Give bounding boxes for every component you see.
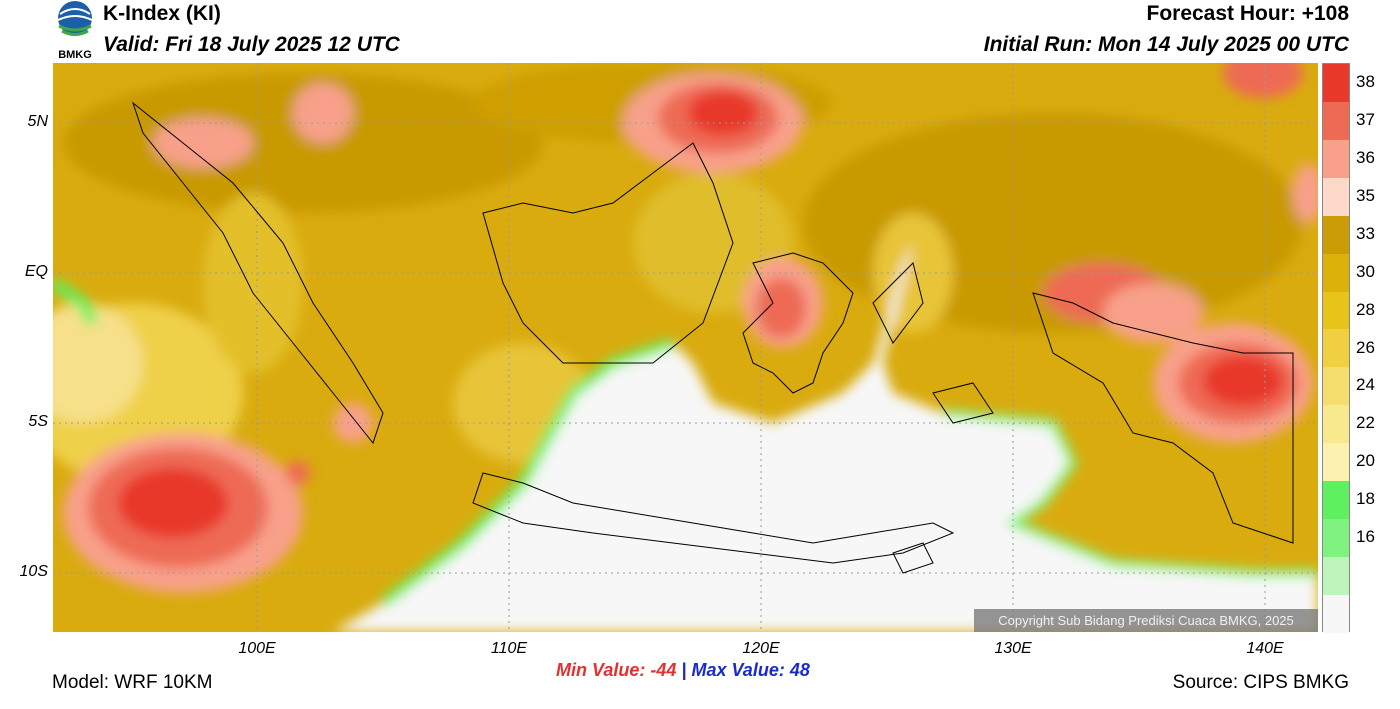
lat-label: 10S xyxy=(19,563,48,580)
lon-label: 110E xyxy=(490,640,528,657)
colorbar-swatch xyxy=(1323,367,1349,406)
forecast-hour: Forecast Hour: +108 xyxy=(1146,2,1350,25)
low-value-region xyxy=(333,243,1318,632)
colorbar-swatch xyxy=(1323,101,1349,140)
colorbar-label: 33 xyxy=(1356,223,1375,243)
min-value: -44 xyxy=(650,660,677,680)
colorbar-swatch xyxy=(1323,215,1349,254)
colorbar-label: 30 xyxy=(1356,261,1375,281)
bmkg-logo-icon: BMKG xyxy=(57,1,93,60)
colorbar-label: 24 xyxy=(1356,375,1375,395)
colorbar-label: 26 xyxy=(1356,337,1375,357)
separator: | xyxy=(681,660,687,680)
colorbar-swatch xyxy=(1323,64,1349,102)
source-label: Source: CIPS BMKG xyxy=(1172,672,1349,693)
model-label: Model: WRF 10KM xyxy=(52,672,213,693)
colorbar-swatch xyxy=(1323,329,1349,368)
colorbar-swatch xyxy=(1323,443,1349,482)
colorbar-swatch xyxy=(1323,405,1349,444)
colorbar-label: 37 xyxy=(1356,109,1375,129)
colorbar-swatch xyxy=(1323,481,1349,520)
colorbar-swatch xyxy=(1323,556,1349,595)
initial-run: Initial Run: Mon 14 July 2025 00 UTC xyxy=(983,33,1349,56)
colorbar-swatch xyxy=(1323,253,1349,292)
chart-title: K-Index (KI) xyxy=(103,2,221,25)
min-label: Min Value: xyxy=(556,660,646,680)
min-max-line: Min Value: -44 | Max Value: 48 xyxy=(556,660,810,681)
colorbar-label: 28 xyxy=(1356,299,1375,319)
colorbar-label: 22 xyxy=(1356,413,1375,433)
colorbar-swatch xyxy=(1323,139,1349,178)
lat-label: EQ xyxy=(24,263,48,280)
lon-label: 130E xyxy=(994,640,1032,657)
coastlines xyxy=(131,101,1294,574)
k-index-map xyxy=(53,63,1318,632)
lon-label: 140E xyxy=(1246,640,1284,657)
lon-label: 120E xyxy=(742,640,780,657)
lat-label: 5N xyxy=(27,113,48,130)
k-index-field xyxy=(53,63,1318,632)
colorbar-swatch xyxy=(1323,594,1349,633)
colorbar-label: 38 xyxy=(1356,71,1375,91)
colorbar-swatch xyxy=(1323,291,1349,330)
colorbar-swatch xyxy=(1323,177,1349,216)
colorbar-swatch xyxy=(1323,519,1349,557)
colorbar-label: 36 xyxy=(1356,147,1375,167)
max-value: 48 xyxy=(789,660,810,680)
max-label: Max Value: xyxy=(691,660,785,680)
valid-time: Valid: Fri 18 July 2025 12 UTC xyxy=(103,33,400,56)
svg-text:BMKG: BMKG xyxy=(58,49,92,60)
colorbar-label: 35 xyxy=(1356,185,1375,205)
lon-label: 100E xyxy=(238,640,276,657)
colorbar-label: 16 xyxy=(1356,527,1375,547)
copyright-text: Copyright Sub Bidang Prediksi Cuaca BMKG… xyxy=(974,609,1318,632)
colorbar-label: 18 xyxy=(1356,489,1375,509)
colorbar-label: 20 xyxy=(1356,451,1375,471)
map-grid xyxy=(53,63,1318,632)
colorbar xyxy=(1322,63,1350,633)
lat-label: 5S xyxy=(28,413,48,430)
